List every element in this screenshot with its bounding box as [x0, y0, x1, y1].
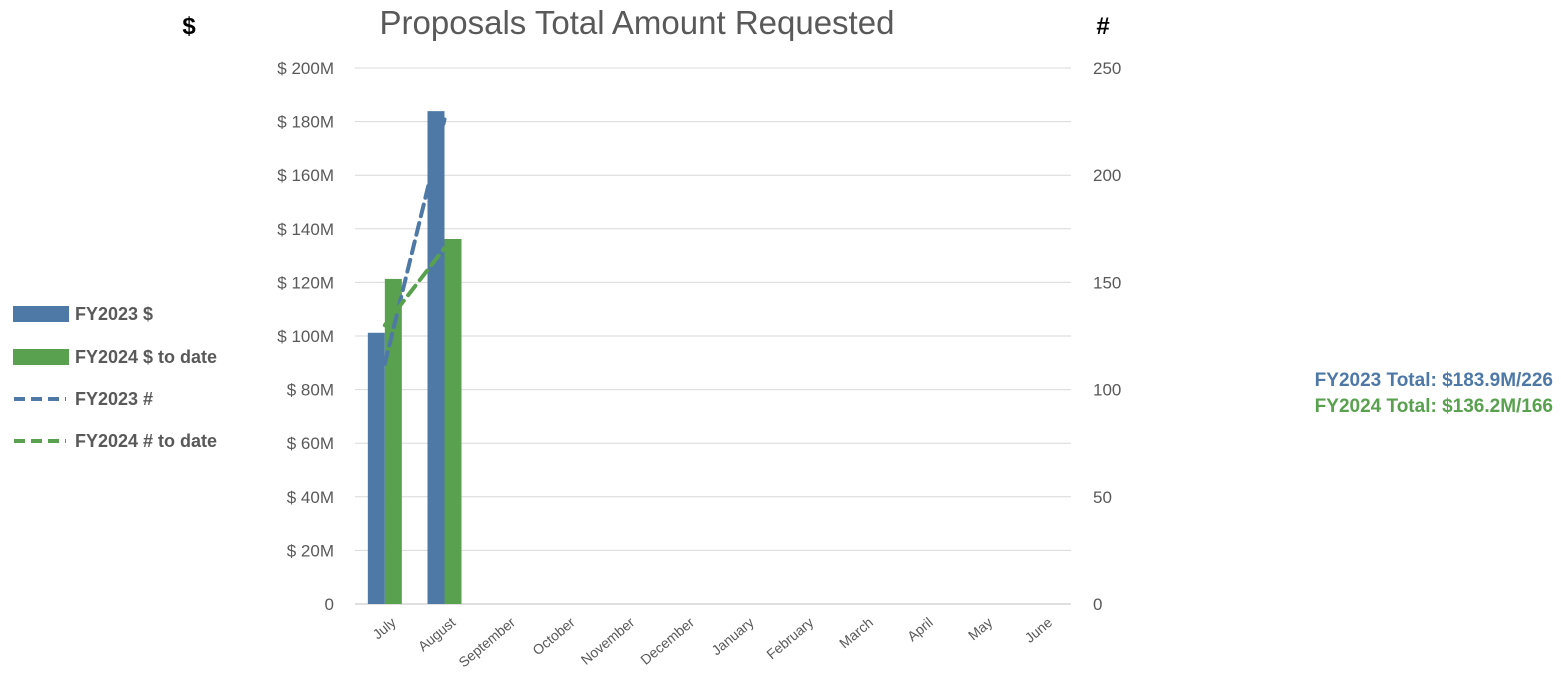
- left-tick-label: $ 20M: [287, 541, 334, 560]
- line-fy2024-to-date: [382, 246, 447, 328]
- legend-label: FY2023 #: [75, 389, 153, 409]
- left-tick-label: $ 100M: [277, 327, 334, 346]
- x-tick-label: March: [836, 614, 876, 651]
- x-tick-label: July: [369, 614, 398, 642]
- x-tick-label: May: [965, 614, 996, 643]
- left-tick-label: $ 200M: [277, 59, 334, 78]
- right-tick-label: 150: [1093, 273, 1121, 292]
- bar-fy2024-to-date-august: [444, 238, 462, 604]
- x-tick-label: September: [455, 614, 518, 670]
- x-tick-label: August: [415, 614, 459, 654]
- fy2024-total-annotation: FY2024 Total: $136.2M/166: [1315, 396, 1553, 417]
- left-tick-label: $ 180M: [277, 113, 334, 132]
- x-tick-label: April: [904, 614, 936, 644]
- fy2023-total-annotation: FY2023 Total: $183.9M/226: [1315, 370, 1553, 391]
- line-fy2023-: [382, 117, 447, 366]
- bar-fy2023--august: [427, 111, 445, 604]
- left-tick-label: $ 60M: [287, 434, 334, 453]
- x-tick-label: February: [763, 614, 816, 662]
- legend-label: FY2023 $: [75, 304, 153, 324]
- legend-label: FY2024 $ to date: [75, 347, 217, 367]
- left-axis-symbol: $: [182, 13, 196, 40]
- x-tick-label: October: [529, 614, 578, 658]
- x-tick-label: December: [637, 614, 697, 668]
- left-tick-label: $ 40M: [287, 488, 334, 507]
- legend-label: FY2024 # to date: [75, 431, 217, 451]
- x-tick-label: January: [708, 614, 756, 658]
- left-tick-label: $ 120M: [277, 273, 334, 292]
- x-tick-label: June: [1022, 614, 1056, 646]
- left-tick-label: 0: [325, 595, 334, 614]
- x-tick-label: November: [578, 614, 638, 668]
- right-axis-symbol: #: [1096, 13, 1109, 40]
- right-tick-label: 100: [1093, 381, 1121, 400]
- chart-title: Proposals Total Amount Requested: [380, 4, 895, 41]
- left-tick-label: $ 80M: [287, 381, 334, 400]
- right-tick-label: 50: [1093, 488, 1112, 507]
- bar-fy2024-to-date-july: [384, 278, 402, 604]
- left-tick-label: $ 140M: [277, 220, 334, 239]
- bar-fy2023--july: [367, 332, 385, 604]
- right-tick-label: 250: [1093, 59, 1121, 78]
- left-tick-label: $ 160M: [277, 166, 334, 185]
- right-tick-label: 200: [1093, 166, 1121, 185]
- legend-swatch: [13, 306, 69, 322]
- legend-swatch: [13, 349, 69, 365]
- right-tick-label: 0: [1093, 595, 1102, 614]
